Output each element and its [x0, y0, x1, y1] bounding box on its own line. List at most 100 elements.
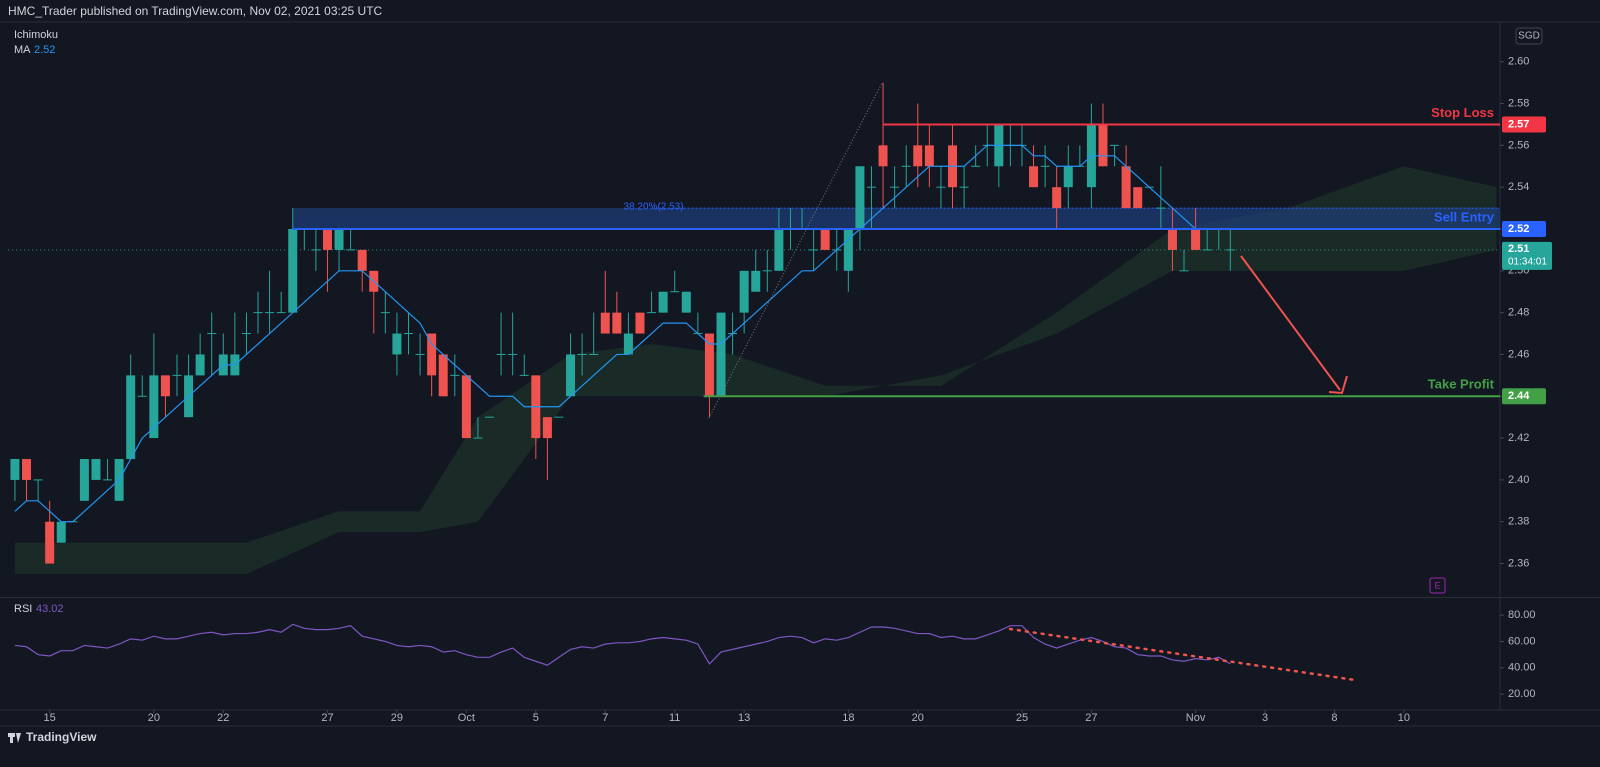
- candle-body: [149, 375, 159, 439]
- candle-body: [1167, 229, 1177, 250]
- entry-zone: [292, 208, 1500, 229]
- y-tick-label: 2.56: [1508, 139, 1529, 151]
- x-tick-label: 20: [912, 712, 924, 724]
- candle-body: [392, 333, 402, 355]
- y-tick-label: 80.00: [1508, 609, 1536, 621]
- legend-ma-value: 2.52: [34, 44, 55, 56]
- x-tick-label: 27: [1085, 712, 1097, 724]
- y-tick-label: 2.42: [1508, 432, 1529, 444]
- candle-body: [33, 479, 43, 481]
- x-tick-label: 15: [44, 712, 56, 724]
- candle-body: [913, 145, 923, 167]
- candle-body: [1029, 166, 1039, 188]
- x-tick-label: 13: [738, 712, 750, 724]
- x-tick-label: 18: [842, 712, 854, 724]
- candle-body: [160, 375, 170, 397]
- candle-body: [1191, 229, 1201, 250]
- x-tick-label: 3: [1262, 712, 1268, 724]
- candle-body: [959, 186, 969, 188]
- candle-body: [809, 249, 819, 251]
- candle-body: [56, 521, 66, 543]
- legend-ma-name: MA: [14, 44, 31, 56]
- footer-brand: TradingView: [26, 730, 97, 744]
- y-tick-label: 40.00: [1508, 662, 1536, 674]
- candle-body: [1063, 166, 1073, 188]
- level-badge-label: 2.57: [1508, 118, 1529, 130]
- candle-body: [519, 374, 529, 376]
- earnings-letter: E: [1434, 580, 1440, 590]
- price-countdown: 01:34:01: [1508, 257, 1547, 268]
- candle-body: [461, 375, 471, 439]
- x-tick-label: 29: [391, 712, 403, 724]
- y-tick-label: 2.58: [1508, 97, 1529, 109]
- candle-body: [427, 333, 437, 376]
- level-badge: [1502, 221, 1546, 237]
- candle-body: [334, 229, 344, 250]
- candle-body: [589, 353, 599, 355]
- y-tick-label: 2.36: [1508, 557, 1529, 569]
- candle-body: [450, 374, 460, 376]
- candle-body: [924, 145, 934, 167]
- candle-body: [1040, 165, 1050, 167]
- x-tick-label: 10: [1398, 712, 1410, 724]
- candle-body: [357, 249, 367, 271]
- candle-body: [473, 437, 483, 439]
- arrow-head: [1328, 375, 1348, 395]
- candle-body: [322, 229, 332, 250]
- level-label: Stop Loss: [1431, 105, 1494, 120]
- y-tick-label: 2.54: [1508, 181, 1529, 193]
- x-tick-label: 5: [533, 712, 539, 724]
- level-badge: [1502, 388, 1546, 405]
- earnings-icon: [1429, 577, 1446, 594]
- candle-body: [485, 416, 495, 418]
- x-tick-label: 8: [1331, 712, 1337, 724]
- y-tick-label: 2.40: [1508, 474, 1529, 486]
- candle-body: [542, 417, 552, 439]
- candle-body: [380, 312, 390, 314]
- y-tick-label: 2.38: [1508, 516, 1529, 528]
- candle-body: [195, 354, 205, 376]
- legend-rsi-value: 43.02: [36, 603, 64, 615]
- candle-body: [1225, 249, 1235, 251]
- level-badge-label: 2.52: [1508, 223, 1529, 235]
- candle-body: [820, 229, 830, 250]
- candle-body: [508, 353, 518, 355]
- candle-body: [577, 353, 587, 355]
- y-tick-label: 2.46: [1508, 348, 1529, 360]
- candle-body: [762, 270, 772, 272]
- candle-body: [1133, 187, 1143, 209]
- candle-body: [496, 353, 506, 355]
- candle-body: [554, 416, 564, 418]
- price-badge: [1502, 241, 1552, 270]
- level-badge-label: 2.44: [1508, 390, 1530, 402]
- candle-body: [716, 312, 726, 397]
- candle-body: [751, 270, 761, 292]
- plot-area: 2.362.382.402.422.442.462.482.502.522.54…: [8, 29, 1552, 724]
- candle-body: [971, 165, 981, 167]
- y-tick-label: 20.00: [1508, 688, 1536, 700]
- candle-body: [774, 229, 784, 271]
- x-tick-label: 11: [669, 712, 680, 724]
- candle-body: [670, 291, 680, 293]
- candle-body: [415, 353, 425, 355]
- candle-body: [438, 354, 448, 397]
- candle-body: [1052, 187, 1062, 209]
- y-tick-label: 2.48: [1508, 307, 1529, 319]
- candle-body: [1110, 144, 1120, 146]
- publish-header: HMC_Trader published on TradingView.com,…: [8, 4, 383, 18]
- candle-body: [1156, 207, 1166, 209]
- candle-body: [91, 459, 101, 480]
- x-tick-label: 20: [148, 712, 160, 724]
- candle-body: [126, 375, 136, 459]
- x-tick-label: 25: [1016, 712, 1028, 724]
- candle-body: [612, 312, 622, 334]
- candle-body: [739, 270, 749, 313]
- candle-body: [647, 312, 657, 314]
- x-tick-label: Oct: [458, 712, 475, 724]
- ichimoku-cloud: [14, 166, 1497, 575]
- candle-body: [1121, 166, 1131, 209]
- candle-body: [288, 229, 298, 313]
- currency-box: [1515, 27, 1543, 45]
